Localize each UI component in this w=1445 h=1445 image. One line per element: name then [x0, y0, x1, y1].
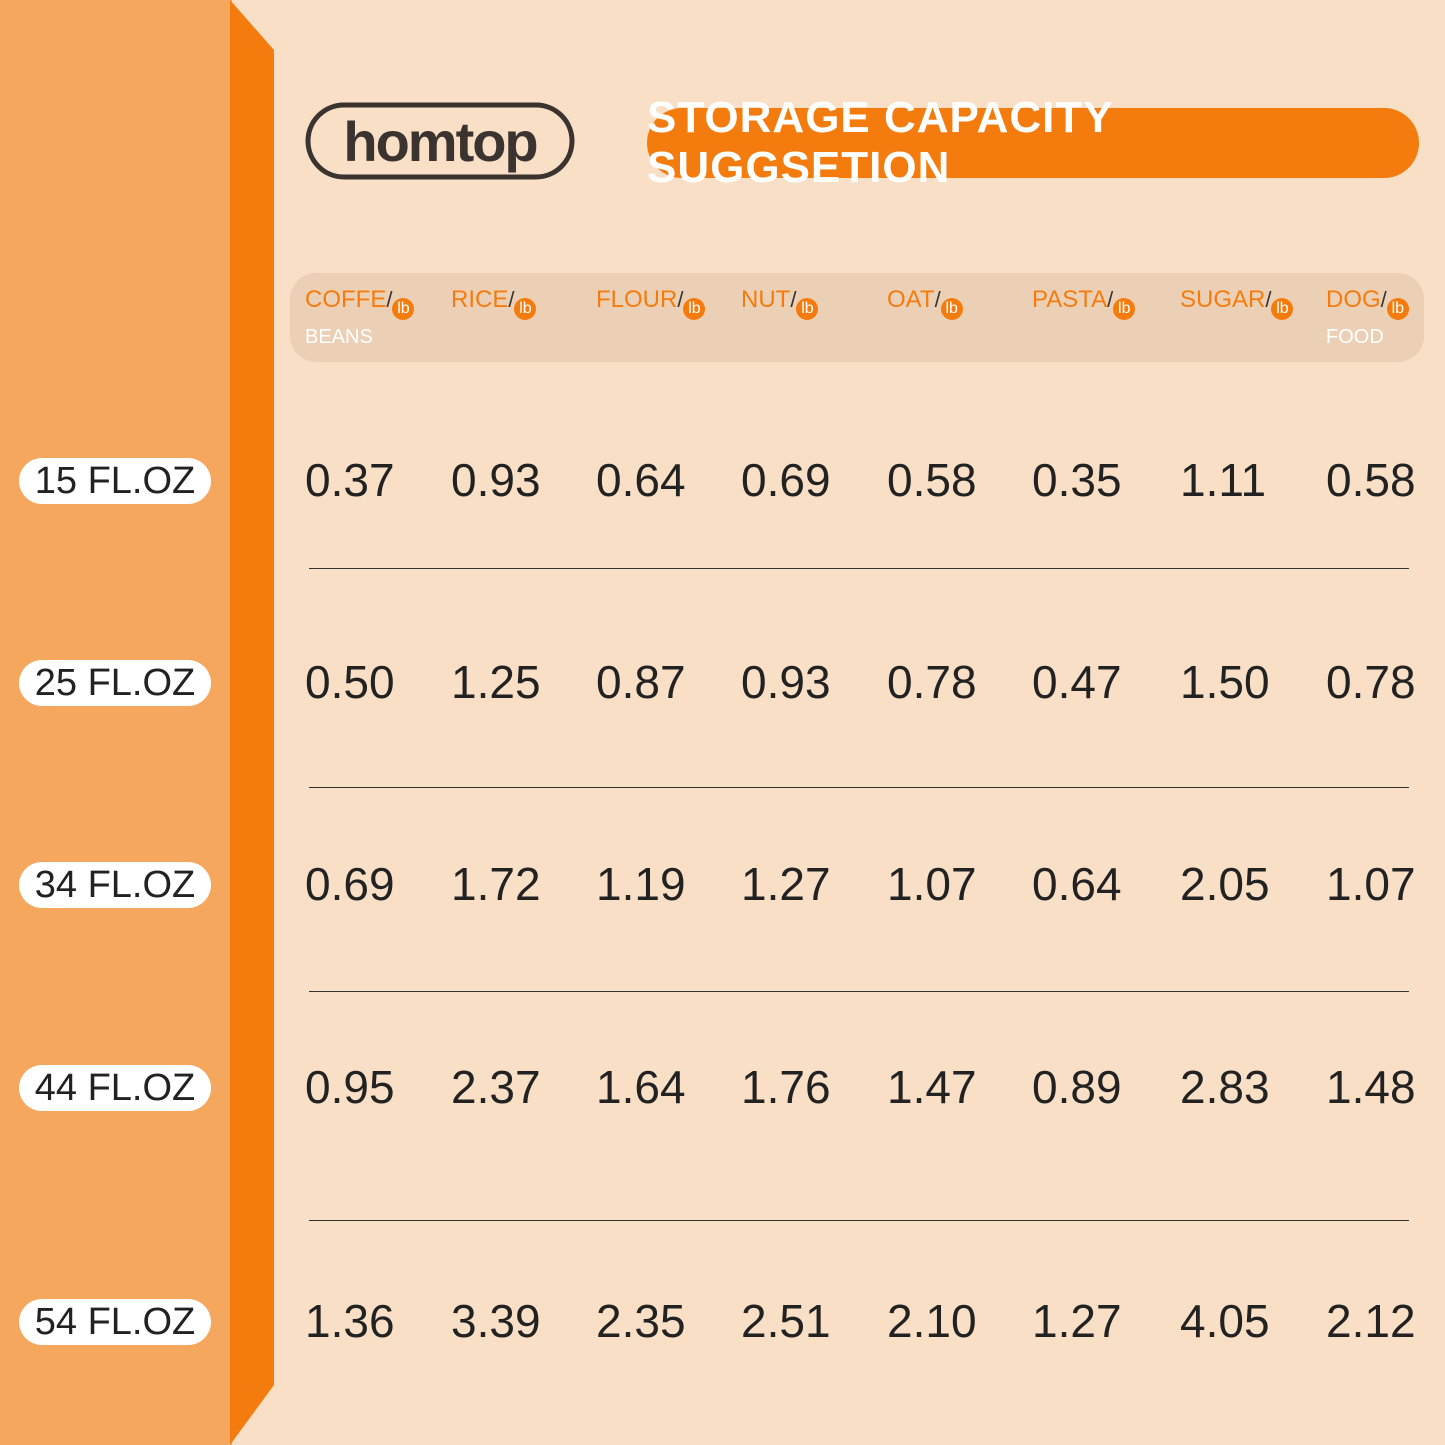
cell: 4.05 — [1180, 1295, 1270, 1347]
cell: 0.64 — [1032, 858, 1122, 910]
separator: / — [1380, 287, 1387, 312]
cell: 1.19 — [596, 858, 686, 910]
row-divider — [309, 787, 1409, 788]
cell: 1.36 — [305, 1295, 395, 1347]
cell: 1.64 — [596, 1061, 686, 1113]
column-header: DOG/lb — [1326, 286, 1409, 320]
cell: 2.37 — [451, 1061, 541, 1113]
cell: 1.50 — [1180, 656, 1270, 708]
cell: 2.10 — [887, 1295, 977, 1347]
unit-badge: lb — [514, 298, 537, 320]
cell: 0.78 — [887, 656, 977, 708]
row-divider — [309, 568, 1409, 569]
cell: 1.47 — [887, 1061, 977, 1113]
separator: / — [386, 287, 393, 312]
cell: 0.50 — [305, 656, 395, 708]
column-header: RICE/lb — [451, 286, 537, 320]
column-sub: FOOD — [1326, 326, 1384, 348]
cell: 0.47 — [1032, 656, 1122, 708]
column-name: SUGAR — [1180, 286, 1266, 313]
row-divider — [309, 1220, 1409, 1221]
cell: 1.27 — [1032, 1295, 1122, 1347]
cell: 0.69 — [741, 454, 831, 506]
row-label-text: 44 FL.OZ — [34, 1066, 196, 1109]
row-label-text: 25 FL.OZ — [34, 661, 196, 704]
cell: 0.89 — [1032, 1061, 1122, 1113]
separator: / — [508, 287, 515, 312]
row-label-text: 34 FL.OZ — [34, 863, 196, 906]
cell: 0.95 — [305, 1061, 395, 1113]
column-name: FLOUR — [596, 286, 678, 313]
column-header: FLOUR/lb — [596, 286, 706, 320]
unit-badge: lb — [1271, 298, 1294, 320]
cell: 2.12 — [1326, 1295, 1416, 1347]
column-sub: BEANS — [305, 326, 373, 348]
cell: 1.27 — [741, 858, 831, 910]
cell: 0.37 — [305, 454, 395, 506]
cell: 2.83 — [1180, 1061, 1270, 1113]
row-label: 34 FL.OZ — [19, 862, 211, 908]
column-name: PASTA — [1032, 286, 1108, 313]
cell: 2.35 — [596, 1295, 686, 1347]
column-name: COFFE — [305, 286, 387, 313]
column-header: SUGAR/lb — [1180, 286, 1294, 320]
title: STORAGE CAPACITY SUGGSETION — [647, 93, 1419, 192]
cell: 0.87 — [596, 656, 686, 708]
row-label: 15 FL.OZ — [19, 458, 211, 504]
cell: 2.51 — [741, 1295, 831, 1347]
column-name: RICE — [451, 286, 509, 313]
row-label: 54 FL.OZ — [19, 1299, 211, 1345]
unit-badge: lb — [392, 298, 415, 320]
cell: 0.64 — [596, 454, 686, 506]
cell: 1.07 — [1326, 858, 1416, 910]
separator: / — [934, 287, 941, 312]
column-name: OAT — [887, 286, 935, 313]
column-header: OAT/lb — [887, 286, 963, 320]
cell: 0.58 — [887, 454, 977, 506]
column-header: COFFE/lb — [305, 286, 415, 320]
unit-badge: lb — [940, 298, 963, 320]
cell: 0.35 — [1032, 454, 1122, 506]
row-divider — [309, 991, 1409, 992]
row-label-text: 54 FL.OZ — [34, 1300, 196, 1343]
cell: 3.39 — [451, 1295, 541, 1347]
cell: 1.48 — [1326, 1061, 1416, 1113]
row-label: 25 FL.OZ — [19, 660, 211, 706]
side-band — [0, 0, 232, 1445]
column-header: NUT/lb — [741, 286, 819, 320]
cell: 2.05 — [1180, 858, 1270, 910]
header-band — [290, 273, 1424, 362]
unit-badge: lb — [1113, 298, 1136, 320]
separator: / — [677, 287, 684, 312]
cell: 1.25 — [451, 656, 541, 708]
logo-frame — [305, 102, 575, 180]
cell: 1.76 — [741, 1061, 831, 1113]
cell: 1.11 — [1180, 454, 1267, 506]
separator: / — [790, 287, 797, 312]
cell: 1.72 — [451, 858, 541, 910]
side-strip — [230, 0, 274, 1445]
separator: / — [1265, 287, 1272, 312]
column-header: PASTA/lb — [1032, 286, 1136, 320]
cell: 0.93 — [741, 656, 831, 708]
unit-badge: lb — [796, 298, 819, 320]
row-label: 44 FL.OZ — [19, 1065, 211, 1111]
unit-badge: lb — [1386, 298, 1409, 320]
unit-badge: lb — [683, 298, 706, 320]
row-label-text: 15 FL.OZ — [34, 459, 196, 502]
separator: / — [1107, 287, 1114, 312]
cell: 0.58 — [1326, 454, 1416, 506]
column-name: NUT — [741, 286, 791, 313]
cell: 0.93 — [451, 454, 541, 506]
cell: 0.78 — [1326, 656, 1416, 708]
column-name: DOG — [1326, 286, 1381, 313]
cell: 0.69 — [305, 858, 395, 910]
cell: 1.07 — [887, 858, 977, 910]
logo: homtop — [343, 109, 538, 173]
